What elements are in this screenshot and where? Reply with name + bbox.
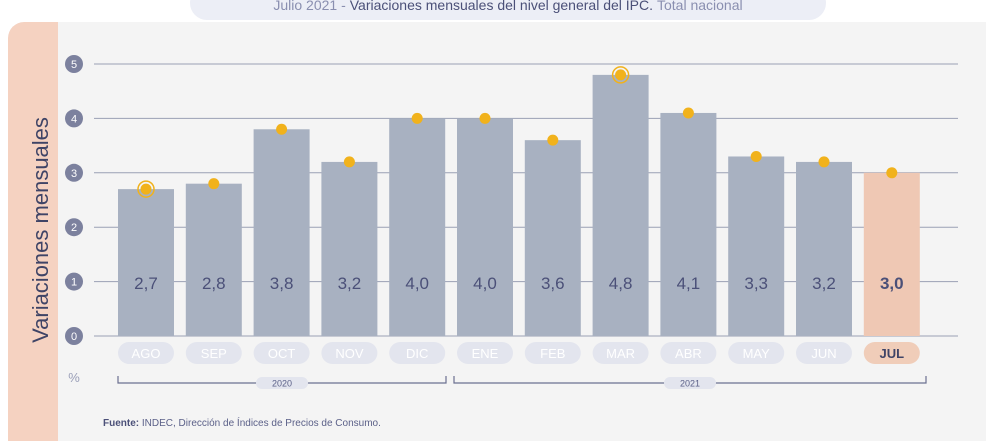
value-dot [886, 167, 898, 179]
category-pill [457, 342, 513, 364]
value-dot [750, 150, 762, 162]
y-axis-band [8, 22, 58, 441]
x-tick-label: NOV [335, 346, 364, 361]
x-tick-label: OCT [268, 346, 296, 361]
category-pill [863, 342, 920, 364]
y-tick-label: 4 [71, 113, 77, 125]
year-pill [664, 377, 716, 389]
bar [728, 156, 785, 336]
value-dot [343, 156, 355, 168]
value-dot [547, 134, 559, 146]
y-tick-label: 2 [71, 222, 77, 234]
title-main: Variaciones mensuales del nivel general … [349, 0, 653, 13]
category-pill [253, 342, 310, 364]
y-tick-label: 1 [71, 277, 77, 289]
data-label: 2,8 [202, 274, 226, 293]
category-pill [728, 342, 785, 364]
bar [321, 161, 378, 336]
x-tick-label: ENE [472, 346, 499, 361]
x-tick-label: MAY [743, 346, 771, 361]
bar [863, 172, 920, 336]
bar [524, 140, 581, 336]
bar [389, 118, 446, 337]
bar [457, 118, 513, 337]
title-suffix: Total nacional [657, 0, 743, 13]
y-tick-marker [65, 327, 83, 345]
bar [660, 112, 717, 337]
data-label: 4,0 [473, 274, 497, 293]
category-pill [321, 342, 378, 364]
data-label: 4,8 [609, 274, 633, 293]
category-pill [660, 342, 717, 364]
y-tick-marker [65, 272, 83, 291]
x-tick-label: JUL [880, 346, 905, 361]
year-pill [256, 377, 308, 389]
year-label: 2021 [680, 379, 700, 389]
category-pill [185, 342, 242, 364]
data-label: 4,1 [677, 274, 701, 293]
y-tick-label: 0 [71, 331, 77, 343]
bar [796, 161, 852, 336]
value-dot-ring [611, 66, 630, 84]
y-tick-label: 5 [71, 59, 77, 71]
chart-title: Julio 2021 - Variaciones mensuales del n… [190, 0, 826, 20]
y-tick-label: 3 [71, 168, 77, 180]
data-label: 3,0 [880, 274, 904, 293]
value-dot [615, 69, 627, 81]
value-dot [208, 178, 220, 190]
x-tick-label: JUN [811, 346, 836, 361]
y-tick-marker [65, 109, 83, 128]
value-dot [479, 112, 491, 124]
data-label: 4,0 [405, 274, 429, 293]
y-tick-marker [65, 163, 83, 182]
value-dot [276, 123, 288, 135]
x-tick-label: AGO [132, 346, 161, 361]
bar [185, 183, 242, 336]
bar [592, 74, 649, 336]
x-tick-label: ABR [675, 346, 702, 361]
data-label: 3,2 [338, 274, 362, 293]
bar [253, 129, 310, 336]
x-tick-label: DIC [406, 346, 428, 361]
value-dot [411, 112, 423, 124]
x-tick-label: MAR [606, 346, 635, 361]
category-pill [389, 342, 446, 364]
category-pill [118, 342, 174, 364]
value-dot [818, 156, 830, 168]
source-note: Fuente: INDEC, Dirección de Índices de P… [103, 418, 381, 429]
category-pill [592, 342, 649, 364]
value-dot [140, 183, 152, 195]
category-pill [524, 342, 581, 364]
unit-label: % [68, 370, 80, 385]
category-pill [796, 342, 852, 364]
value-dot [682, 107, 694, 119]
data-label: 3,3 [744, 274, 768, 293]
bar [118, 189, 174, 336]
y-tick-marker [65, 218, 83, 237]
y-tick-marker [65, 55, 83, 73]
x-tick-label: SEP [201, 346, 227, 361]
title-prefix: Julio 2021 - [273, 0, 346, 13]
data-label: 3,6 [541, 274, 565, 293]
data-label: 2,7 [134, 274, 158, 293]
source-label: Fuente: [103, 418, 140, 429]
data-label: 3,8 [270, 274, 294, 293]
value-dot-ring [137, 180, 155, 198]
x-tick-label: FEB [540, 346, 565, 361]
data-label: 3,2 [812, 274, 836, 293]
source-text: INDEC, Dirección de Índices de Precios d… [141, 418, 381, 429]
year-label: 2020 [272, 379, 292, 389]
